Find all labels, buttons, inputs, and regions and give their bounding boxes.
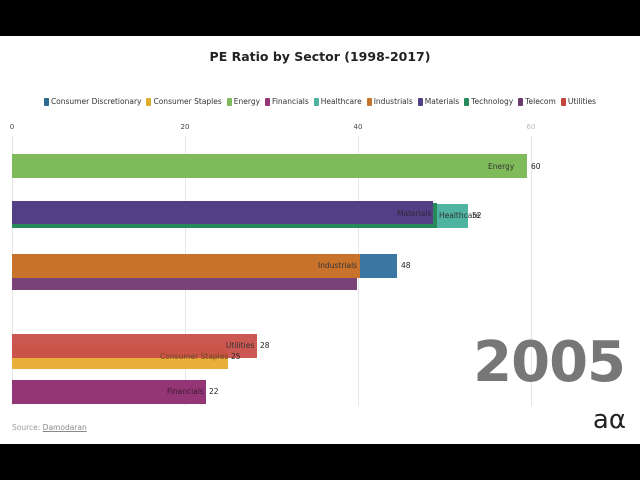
swatch-icon [417,97,423,106]
legend-item-utilities[interactable]: Utilities [560,97,596,106]
bar-materials[interactable] [12,201,433,224]
bar-energy[interactable] [12,154,527,178]
gridline [531,136,532,406]
brand-logo: aα [592,405,626,435]
bar-label-energy: Energy [488,162,515,171]
x-tick-0: 0 [9,123,15,131]
swatch-icon [464,97,470,106]
legend-item-telecom[interactable]: Telecom [518,97,556,106]
bar-value-energy: 60 [531,162,541,171]
swatch-icon [560,97,566,106]
bar-value-consumer-discretionary: 48 [401,261,411,270]
legend-item-energy[interactable]: Energy [226,97,260,106]
legend-item-consumer-staples[interactable]: Consumer Staples [146,97,222,106]
bar-value-utilities: 28 [260,341,270,350]
legend-item-technology[interactable]: Technology [464,97,513,106]
swatch-icon [43,97,49,106]
swatch-icon [226,97,232,106]
swatch-icon [146,97,152,106]
bar-label-consumer-staples: Consumer Staples [160,352,229,361]
swatch-icon [366,97,372,106]
x-tick-20: 20 [180,123,190,131]
bar-value-healthcare: 52 [472,211,482,220]
year-label: 2005 [473,330,626,395]
bar-utilities[interactable] [12,334,257,358]
source-link[interactable]: Damodaran [42,423,87,432]
legend-item-materials[interactable]: Materials [417,97,459,106]
swatch-icon [313,97,319,106]
bar-label-industrials: Industrials [318,261,358,270]
bar-label-healthcare: Healthcare [439,211,480,220]
source-note: Source: Damodaran [12,423,87,432]
bar-value-consumer-staples: 25 [231,352,241,361]
legend-item-financials[interactable]: Financials [265,97,309,106]
legend-item-industrials[interactable]: Industrials [366,97,413,106]
swatch-icon [518,97,524,106]
x-tick-60: 60 [526,123,536,131]
swatch-icon [265,97,271,106]
legend-item-consumer-discretionary[interactable]: Consumer Discretionary [43,97,141,106]
legend-item-healthcare[interactable]: Healthcare [313,97,362,106]
bar-label-utilities: Utilities [226,341,255,350]
bar-label-materials: Materials [397,209,432,218]
x-tick-40: 40 [353,123,363,131]
legend: Consumer Discretionary Consumer Staples … [0,97,640,106]
bar-label-financials: Financials [167,387,204,396]
bar-value-financials: 22 [209,387,219,396]
chart-title: PE Ratio by Sector (1998-2017) [209,49,431,64]
chart-frame: PE Ratio by Sector (1998-2017) Consumer … [0,36,640,444]
bar-financials[interactable] [12,380,206,404]
bar-industrials[interactable] [12,254,360,278]
